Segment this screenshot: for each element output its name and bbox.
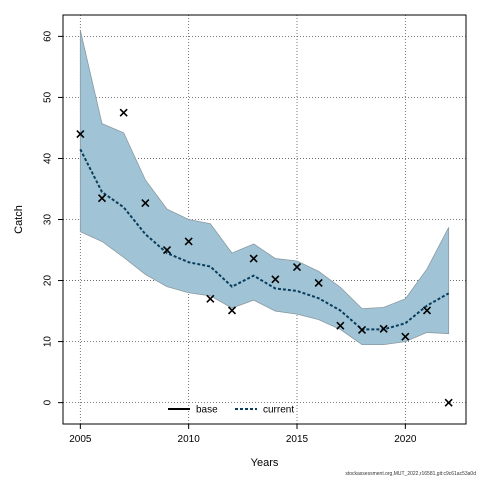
observed-point-2006 bbox=[97, 194, 107, 203]
observed-point-2020 bbox=[401, 332, 410, 341]
observed-point-2010 bbox=[184, 237, 193, 246]
observed-point-2012 bbox=[227, 306, 237, 315]
legend: base current bbox=[168, 405, 294, 416]
x-tick-label-2020: 2020 bbox=[394, 434, 417, 445]
y-axis-title: Catch bbox=[13, 205, 25, 234]
observed-point-2022 bbox=[444, 398, 453, 407]
y-tick-label-50: 50 bbox=[43, 91, 54, 103]
x-tick-label-2015: 2015 bbox=[286, 434, 309, 445]
y-tick-label-30: 30 bbox=[43, 214, 54, 226]
observed-point-2005 bbox=[76, 129, 85, 139]
x-axis: 2005 2010 2015 2020 bbox=[69, 424, 417, 445]
legend-current-label: current bbox=[263, 405, 294, 416]
observed-point-2008 bbox=[141, 198, 150, 208]
observed-point-2018 bbox=[357, 325, 367, 335]
series-current-line bbox=[79, 148, 450, 331]
series-lines bbox=[79, 148, 450, 331]
y-axis: 0 10 20 30 40 50 60 bbox=[43, 30, 63, 405]
y-tick-label-0: 0 bbox=[43, 399, 54, 405]
observed-point-2017 bbox=[336, 321, 345, 330]
y-tick-label-60: 60 bbox=[43, 30, 54, 42]
observed-point-2021 bbox=[422, 306, 432, 315]
y-tick-label-10: 10 bbox=[43, 336, 54, 348]
observed-point-2019 bbox=[379, 324, 388, 333]
x-axis-title: Years bbox=[251, 457, 279, 469]
y-tick-label-20: 20 bbox=[43, 275, 54, 287]
y-tick-label-40: 40 bbox=[43, 152, 54, 164]
x-tick-label-2005: 2005 bbox=[69, 434, 92, 445]
confidence-band-area bbox=[79, 30, 450, 346]
observed-markers bbox=[76, 108, 453, 407]
observed-point-2015 bbox=[292, 263, 302, 272]
observed-point-2007 bbox=[119, 108, 128, 117]
footer-credit: stockassessment.org,MUT_2022,r16581,git:… bbox=[345, 471, 476, 477]
legend-base-label: base bbox=[196, 405, 218, 416]
observed-point-2014 bbox=[271, 275, 280, 284]
observed-point-2009 bbox=[162, 245, 172, 255]
observed-point-2011 bbox=[206, 294, 215, 303]
x-tick-label-2010: 2010 bbox=[178, 434, 201, 445]
observed-point-2016 bbox=[314, 278, 323, 288]
observed-point-2013 bbox=[249, 254, 258, 263]
confidence-band bbox=[79, 30, 450, 346]
